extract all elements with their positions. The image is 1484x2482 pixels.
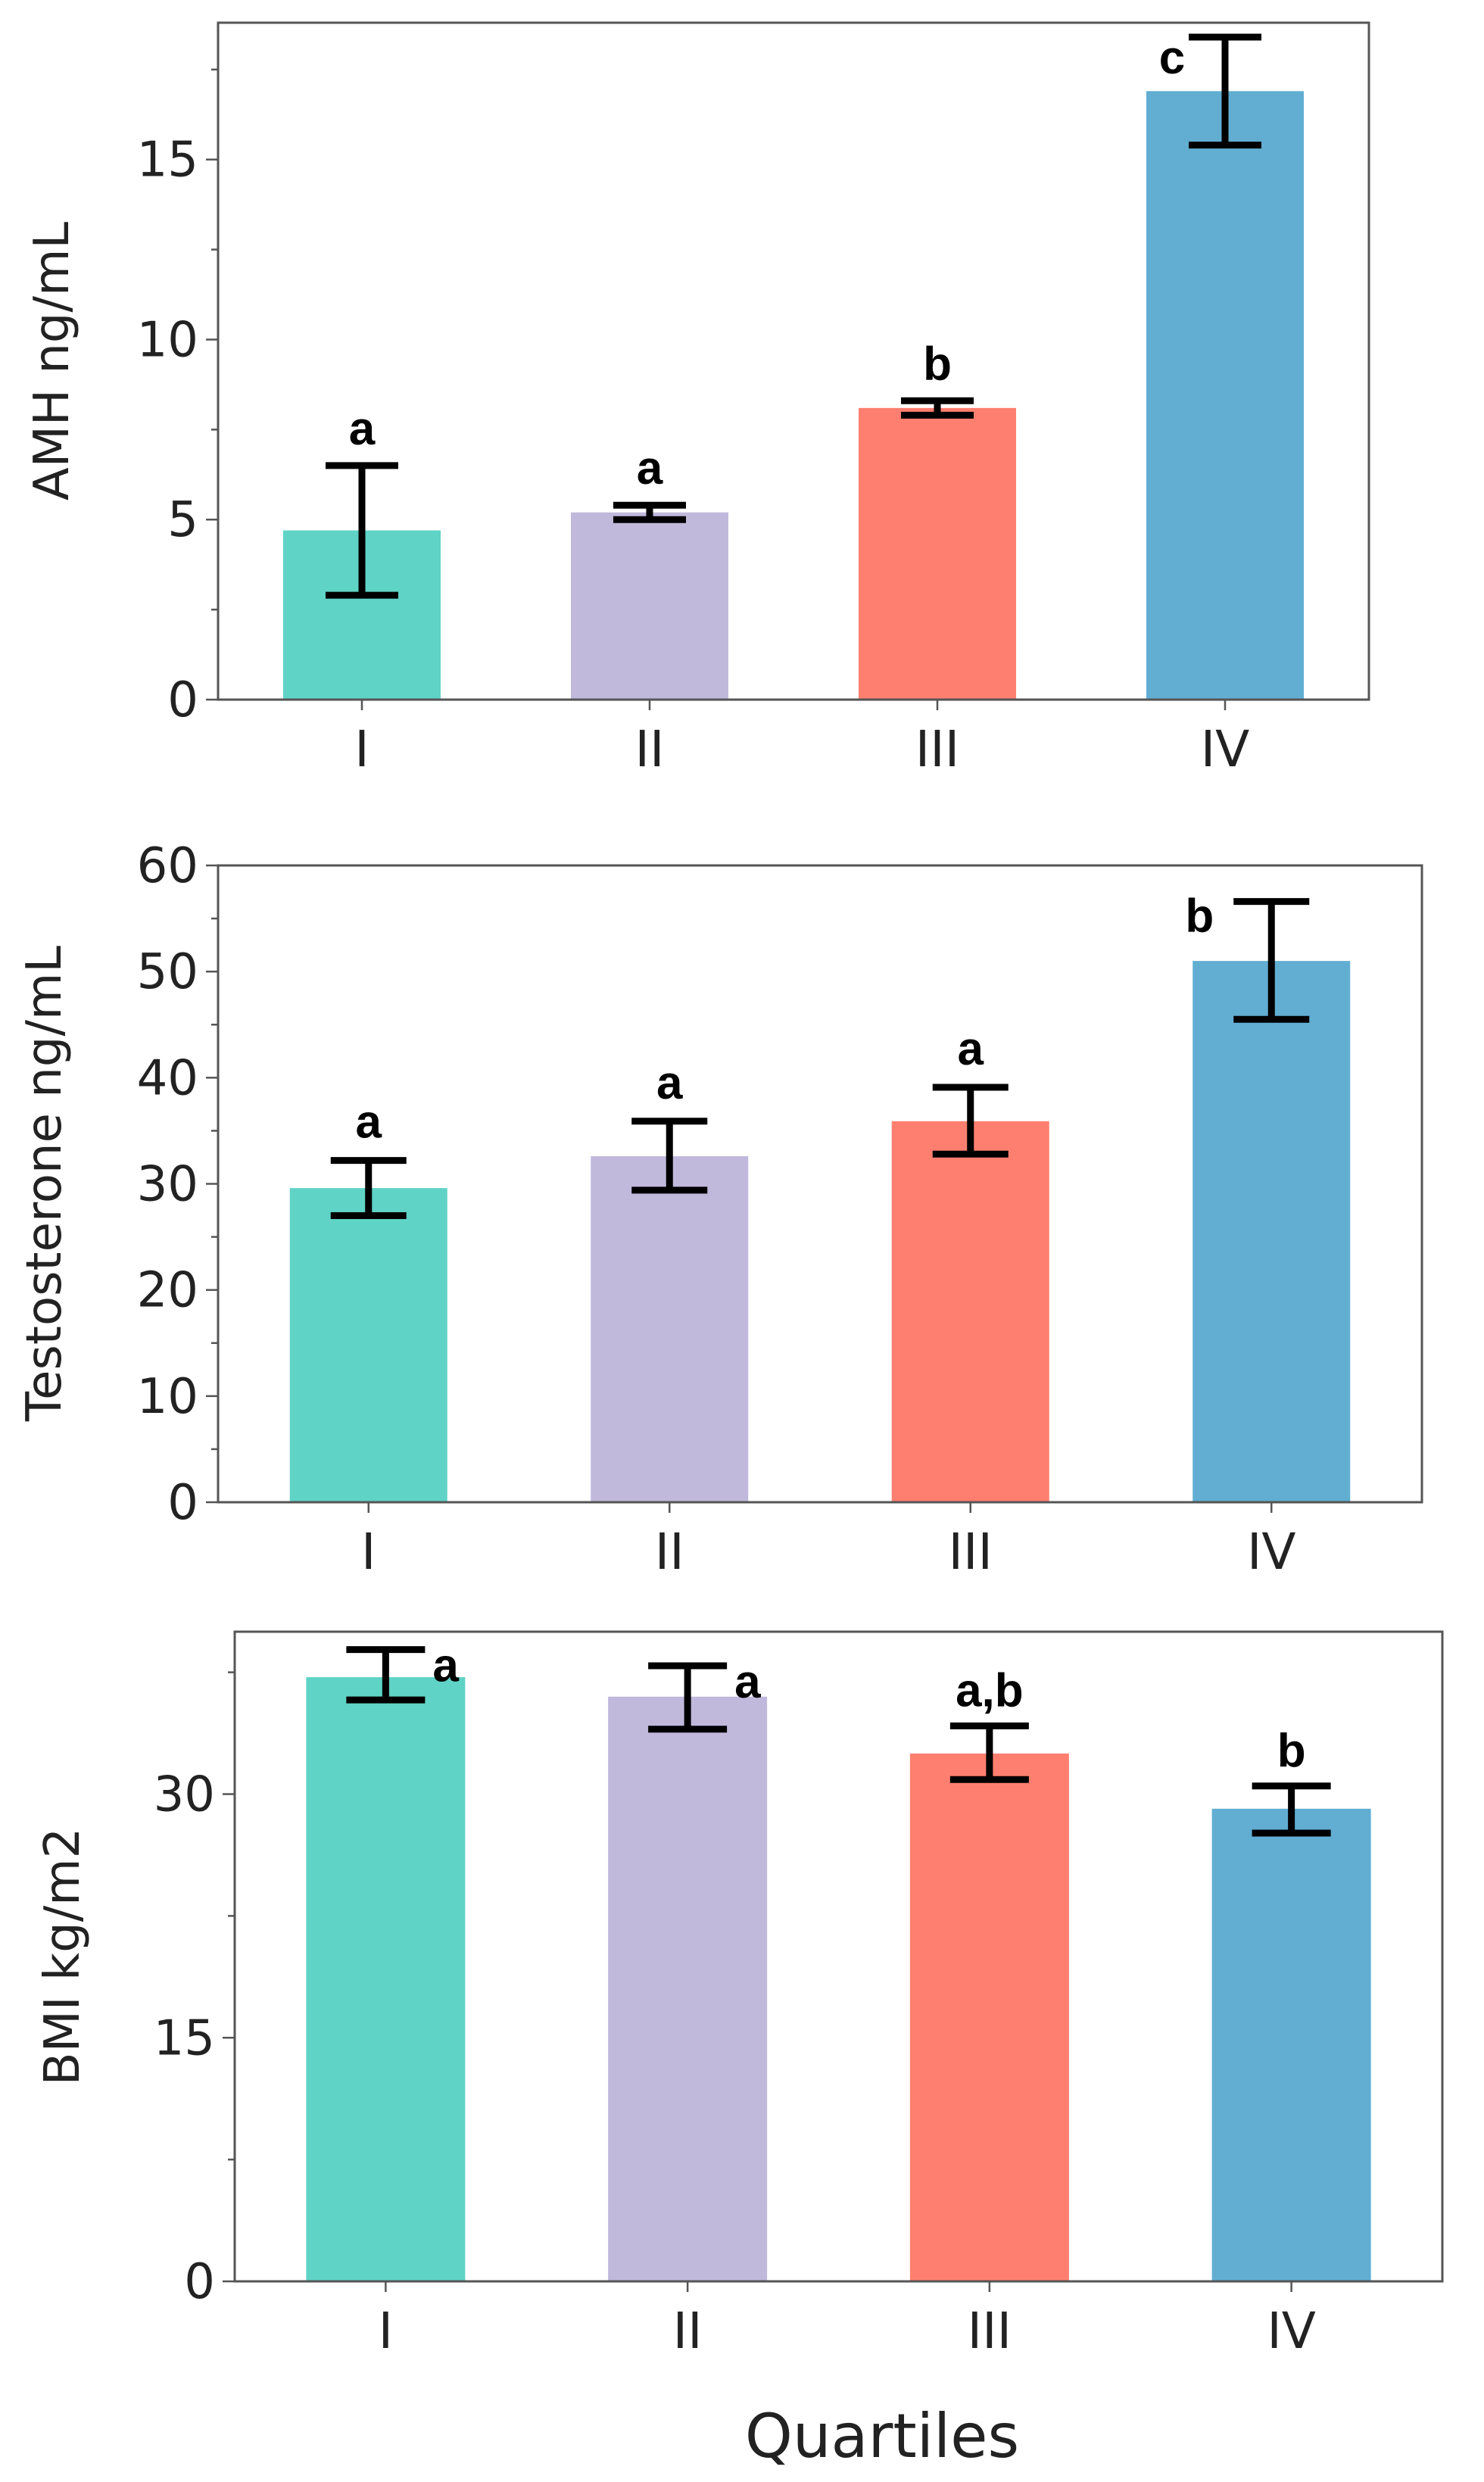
testosterone-x-tick-label-I: I [361,1523,376,1581]
testosterone-y-tick-label: 40 [137,1050,198,1106]
bmi-y-tick-label: 30 [154,1767,215,1823]
bmi-y-axis-title: BMI kg/m2 [35,1828,91,2086]
testosterone-x-tick-label-III: III [949,1523,993,1581]
testosterone-y-tick-label: 0 [167,1475,198,1531]
amh-x-tick-label-IV: IV [1201,720,1250,778]
bmi-error-bar-II [648,1662,728,1733]
testosterone-y-tick-label: 60 [137,838,198,894]
amh-x-tick-label-III: III [915,720,959,778]
bmi-x-tick-label-IV: IV [1267,2302,1316,2360]
bmi-bar-I [306,1677,466,2281]
amh-y-tick-label: 5 [167,492,198,548]
bmi-significance-I: a [432,1640,459,1692]
amh-bar-IV [1146,91,1304,700]
amh-y-tick-label: 15 [137,133,198,189]
amh-y-axis-title: AMH ng/mL [24,222,80,501]
bmi-x-tick-label-III: III [968,2302,1012,2360]
bmi-x-tick-label-I: I [379,2302,393,2360]
testosterone-bar-II [591,1156,749,1502]
amh-bar-II [571,512,728,700]
bmi-error-bar-III [949,1722,1029,1783]
testosterone-error-bar-III [932,1084,1009,1158]
x-axis-title: Quartiles [745,2401,1019,2471]
testosterone-significance-I: a [356,1096,382,1149]
testosterone-y-tick-label: 20 [137,1263,198,1319]
testosterone-bar-I [289,1188,447,1502]
bmi-y-tick-label: 15 [154,2010,215,2066]
bmi-bar-II [608,1696,768,2281]
bmi-plot-frame [233,1630,1444,2283]
testosterone-bar-IV [1192,961,1351,1502]
bmi-error-bar-I [346,1646,426,1704]
bmi-bar-IV [1211,1808,1371,2281]
amh-significance-II: a [637,442,663,494]
amh-significance-I: a [349,403,376,455]
testosterone-y-tick-label: 10 [137,1369,198,1425]
amh-error-bar-I [326,462,398,599]
amh-x-tick-label-II: II [635,720,665,778]
bmi-significance-II: a [734,1656,761,1708]
amh-error-bar-III [901,397,974,419]
amh-plot-frame [217,21,1370,701]
testosterone-bar-III [891,1121,1049,1502]
testosterone-error-bar-IV [1233,898,1310,1023]
amh-bar-III [859,407,1016,700]
testosterone-error-bar-I [330,1157,407,1220]
bmi-y-tick-label: 0 [184,2254,215,2310]
bmi-significance-III: a,b [956,1664,1024,1717]
amh-y-tick-label: 10 [137,312,198,368]
amh-error-bar-II [613,501,686,523]
bmi-x-tick-label-II: II [673,2302,703,2360]
amh-significance-III: b [923,338,952,390]
testosterone-error-bar-II [631,1118,708,1194]
testosterone-y-tick-label: 30 [137,1157,198,1213]
amh-x-tick-label-I: I [354,720,369,778]
testosterone-y-tick-label: 50 [137,944,198,1000]
testosterone-significance-II: a [656,1057,683,1109]
bmi-bar-III [909,1753,1069,2281]
amh-y-tick-label: 0 [167,672,198,728]
amh-error-bar-IV [1189,33,1261,149]
testosterone-y-axis-title: Testosterone ng/mL [17,946,73,1422]
bmi-significance-IV: b [1277,1725,1306,1777]
testosterone-significance-III: a [958,1023,984,1075]
testosterone-x-tick-label-II: II [655,1523,684,1581]
amh-significance-IV: c [1159,32,1185,84]
bmi-error-bar-IV [1252,1782,1331,1837]
testosterone-significance-IV: b [1185,890,1214,943]
testosterone-x-tick-label-IV: IV [1247,1523,1296,1581]
